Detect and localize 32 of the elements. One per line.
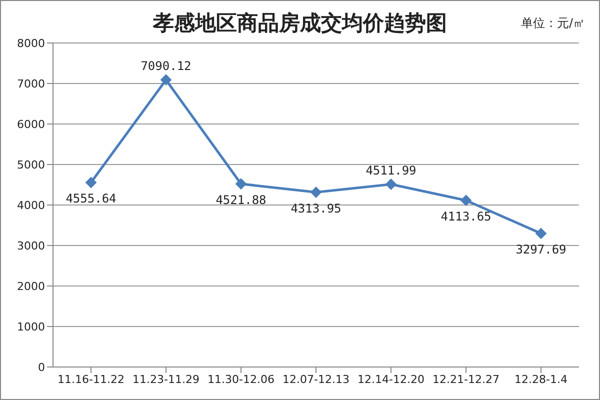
y-tick-label: 3000 xyxy=(17,239,45,252)
point xyxy=(236,178,246,190)
point xyxy=(386,178,396,190)
x-tick-label: 12.07-12.13 xyxy=(282,372,350,386)
x-tick-label: 12.28-1.4 xyxy=(514,372,568,386)
y-tick-label: 7000 xyxy=(17,77,45,90)
x-tick-label: 11.23-11.29 xyxy=(132,372,200,386)
point xyxy=(536,228,546,239)
y-tick-label: 8000 xyxy=(17,36,45,50)
point xyxy=(460,194,472,206)
data-label: 4521.88 xyxy=(216,192,266,207)
point xyxy=(310,186,322,198)
data-label: 4555.64 xyxy=(66,191,116,206)
text: 单位：元/㎡ xyxy=(520,15,585,32)
chart-title: 孝感地区商品房成交均价趋势图 xyxy=(153,11,447,35)
point xyxy=(160,74,172,86)
x-tick-label: 11.30-12.06 xyxy=(208,372,274,386)
y-tick-label: 0 xyxy=(38,360,45,374)
data-label: 7090.12 xyxy=(140,58,192,73)
data-label: 4511.99 xyxy=(366,163,416,178)
x-tick-label: 12.14-12.20 xyxy=(358,372,424,386)
y-tick-label: 5000 xyxy=(17,158,45,172)
y-tick-label: 6000 xyxy=(17,118,45,131)
y-tick-label: 2000 xyxy=(17,280,45,293)
point xyxy=(86,176,96,188)
y-tick-label: 4000 xyxy=(17,198,45,212)
data-label: 3297.69 xyxy=(516,242,566,256)
x-tick-label: 12.21-12.27 xyxy=(432,372,500,386)
y-tick-label: 1000 xyxy=(17,320,45,334)
data-label: 4313.95 xyxy=(290,201,342,216)
data-label: 4113.65 xyxy=(440,209,492,224)
x-tick-label: 11.16-11.22 xyxy=(58,372,124,386)
